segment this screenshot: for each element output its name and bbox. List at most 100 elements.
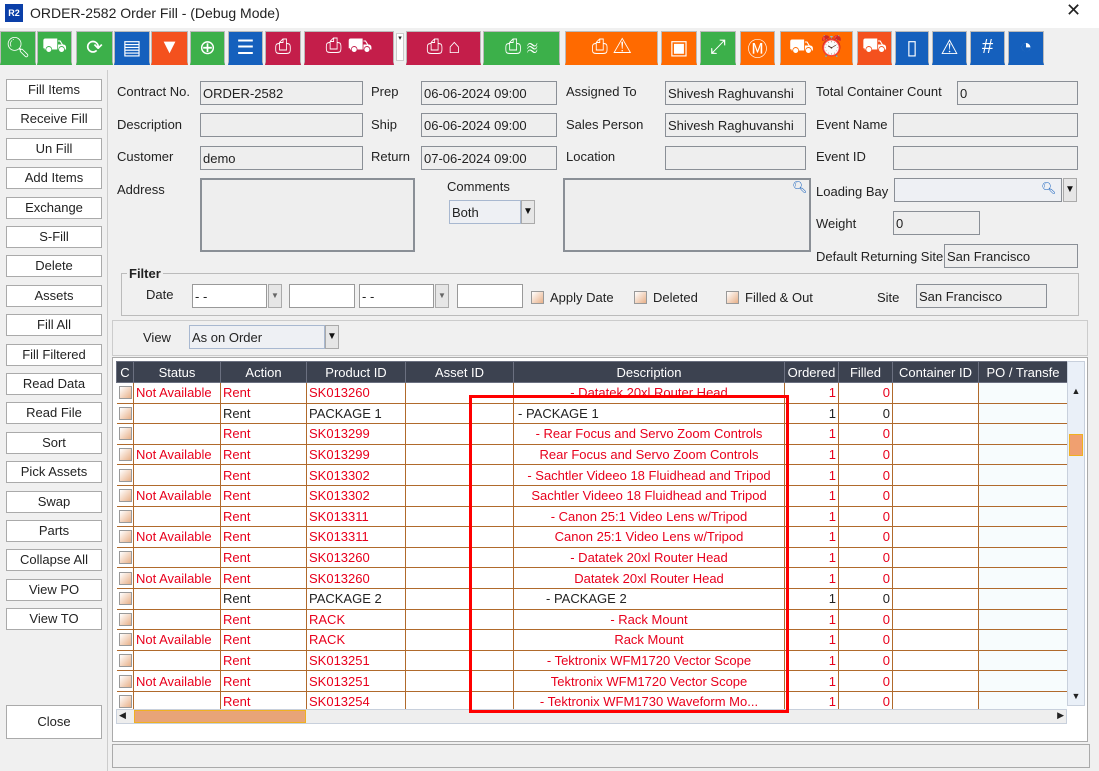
toolbar-button-print-warning[interactable]: ⎙ ⚠ — [565, 31, 658, 65]
return-field[interactable]: 07-06-2024 09:00 — [421, 146, 557, 170]
assigned-field[interactable]: Shivesh Raghuvanshi — [665, 81, 806, 105]
filled-cell[interactable]: 0 — [838, 506, 893, 528]
po-cell[interactable] — [978, 423, 1067, 445]
address-field[interactable] — [200, 178, 415, 252]
column-header[interactable]: Action — [220, 361, 307, 383]
product-cell[interactable]: SK013311 — [306, 506, 406, 528]
scroll-up-icon[interactable]: ▲ — [1071, 386, 1081, 396]
product-cell[interactable]: SK013260 — [306, 547, 406, 569]
table-row[interactable]: Not Available Rent SK013299 Rear Focus and … — [116, 444, 1067, 466]
product-cell[interactable]: SK013260 — [306, 567, 406, 589]
row-checkbox-cell[interactable] — [116, 588, 134, 610]
status-cell[interactable]: Not Available — [133, 485, 221, 507]
scrollbar-thumb[interactable] — [1069, 434, 1083, 456]
table-row[interactable]: Not Available Rent SK013251 Tektronix WFM17… — [116, 670, 1067, 692]
description-field[interactable] — [200, 113, 363, 137]
container-cell[interactable] — [892, 609, 979, 631]
comments-field[interactable] — [563, 178, 811, 252]
time-to-field[interactable] — [457, 284, 523, 308]
row-checkbox-cell[interactable] — [116, 382, 134, 404]
po-cell[interactable] — [978, 547, 1067, 569]
asset-cell[interactable] — [405, 423, 514, 445]
horizontal-scrollbar[interactable]: ◀ ▶ — [116, 709, 1067, 724]
table-row[interactable]: Rent SK013299 - Rear Focus and Servo Zoom … — [116, 423, 1067, 445]
po-cell[interactable] — [978, 485, 1067, 507]
sidebar-button-delete[interactable]: Delete — [6, 255, 102, 278]
product-cell[interactable]: SK013311 — [306, 526, 406, 548]
filled-cell[interactable]: 0 — [838, 526, 893, 548]
filled-cell[interactable]: 0 — [838, 588, 893, 610]
ordered-cell[interactable]: 1 — [784, 464, 839, 486]
row-checkbox[interactable] — [118, 468, 132, 482]
po-cell[interactable] — [978, 609, 1067, 631]
toolbar-button-truck[interactable]: ⛟ — [857, 31, 892, 65]
asset-cell[interactable] — [405, 464, 514, 486]
row-checkbox-cell[interactable] — [116, 650, 134, 672]
table-row[interactable]: Rent SK013311 - Canon 25:1 Video Lens w/Tr… — [116, 506, 1067, 528]
comments-mode-select[interactable]: Both — [449, 200, 521, 224]
filled-cell[interactable]: 0 — [838, 382, 893, 404]
asset-cell[interactable] — [405, 650, 514, 672]
container-cell[interactable] — [892, 547, 979, 569]
asset-cell[interactable] — [405, 403, 514, 425]
po-cell[interactable] — [978, 382, 1067, 404]
container-cell[interactable] — [892, 485, 979, 507]
toolbar-button-search[interactable]: 🔍︎ — [0, 31, 36, 65]
row-checkbox-cell[interactable] — [116, 423, 134, 445]
sidebar-button-read-file[interactable]: Read File — [6, 402, 102, 425]
product-cell[interactable]: SK013260 — [306, 382, 406, 404]
desc-cell[interactable]: - Tektronix WFM1720 Vector Scope — [513, 650, 785, 672]
po-cell[interactable] — [978, 464, 1067, 486]
filled-cell[interactable]: 0 — [838, 670, 893, 692]
container-cell[interactable] — [892, 382, 979, 404]
po-cell[interactable] — [978, 670, 1067, 692]
action-cell[interactable]: Rent — [220, 670, 307, 692]
apply-date-checkbox[interactable] — [531, 291, 544, 304]
status-cell[interactable] — [133, 650, 221, 672]
product-cell[interactable]: PACKAGE 2 — [306, 588, 406, 610]
po-cell[interactable] — [978, 588, 1067, 610]
contract-field[interactable]: ORDER-2582 — [200, 81, 363, 105]
row-checkbox-cell[interactable] — [116, 609, 134, 631]
desc-cell[interactable]: - Rack Mount — [513, 609, 785, 631]
desc-cell[interactable]: Rear Focus and Servo Zoom Controls — [513, 444, 785, 466]
scroll-right-icon[interactable]: ▶ — [1057, 710, 1064, 720]
chevron-down-icon[interactable]: ▼ — [435, 284, 449, 308]
row-checkbox-cell[interactable] — [116, 567, 134, 589]
row-checkbox-cell[interactable] — [116, 403, 134, 425]
table-row[interactable]: Rent RACK - Rack Mount 1 0 — [116, 609, 1067, 631]
window-close-button[interactable]: ✕ — [1066, 0, 1082, 20]
sidebar-button-collapse-all[interactable]: Collapse All — [6, 549, 102, 572]
filled-cell[interactable]: 0 — [838, 403, 893, 425]
sidebar-button-fill-filtered[interactable]: Fill Filtered — [6, 343, 102, 366]
action-cell[interactable]: Rent — [220, 464, 307, 486]
row-checkbox-cell[interactable] — [116, 526, 134, 548]
toolbar-button-refresh[interactable]: ⟳ — [76, 31, 113, 65]
table-row[interactable]: Not Available Rent SK013260 - Datatek 20xl … — [116, 382, 1067, 404]
column-header[interactable]: Asset ID — [405, 361, 514, 383]
row-checkbox-cell[interactable] — [116, 506, 134, 528]
product-cell[interactable]: SK013254 — [306, 691, 406, 711]
toolbar-overflow-icon[interactable]: ▾ — [396, 33, 404, 61]
column-header[interactable]: C — [116, 361, 134, 383]
sidebar-button-view-to[interactable]: View TO — [6, 608, 102, 631]
container-cell[interactable] — [892, 629, 979, 651]
action-cell[interactable]: Rent — [220, 506, 307, 528]
ordered-cell[interactable]: 1 — [784, 547, 839, 569]
container-cell[interactable] — [892, 403, 979, 425]
row-checkbox[interactable] — [118, 695, 132, 709]
product-cell[interactable]: SK013302 — [306, 464, 406, 486]
po-cell[interactable] — [978, 526, 1067, 548]
row-checkbox-cell[interactable] — [116, 691, 134, 711]
ordered-cell[interactable]: 1 — [784, 444, 839, 466]
desc-cell[interactable]: Rack Mount — [513, 629, 785, 651]
container-cell[interactable] — [892, 423, 979, 445]
table-row[interactable]: Rent SK013251 - Tektronix WFM1720 Vector S… — [116, 650, 1067, 672]
status-cell[interactable]: Not Available — [133, 382, 221, 404]
desc-cell[interactable]: - Tektronix WFM1730 Waveform Mo... — [513, 691, 785, 711]
filled-cell[interactable]: 0 — [838, 609, 893, 631]
action-cell[interactable]: Rent — [220, 485, 307, 507]
table-row[interactable]: Not Available Rent SK013311 Canon 25:1 Vide… — [116, 526, 1067, 548]
column-header[interactable]: PO / Transfe — [978, 361, 1067, 383]
table-row[interactable]: Not Available Rent RACK Rack Mount 1 0 — [116, 629, 1067, 651]
